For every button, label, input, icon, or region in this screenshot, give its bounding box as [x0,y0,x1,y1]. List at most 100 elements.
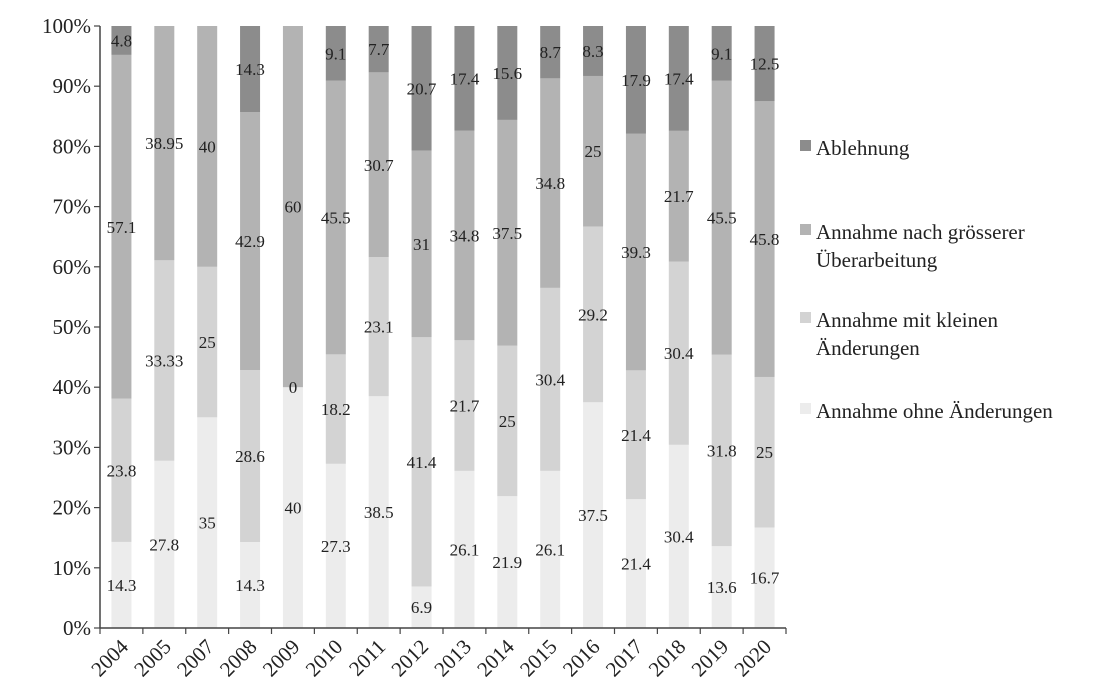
data-label-2016-s2: 25 [585,142,602,161]
data-label-2016-s1: 29.2 [578,305,608,324]
bar-segment-2015-s1 [540,287,561,471]
bar-segment-2019-s2 [711,80,732,355]
bar-segment-2018-s1 [668,261,689,445]
data-label-2017-s1: 21.4 [621,426,651,445]
bar-segment-2004-s3 [111,26,132,55]
data-label-2009-s0: 40 [284,499,301,518]
data-label-2014-s1: 25 [499,412,516,431]
data-label-2010-s2: 45.5 [321,209,351,228]
data-label-2018-s3: 17.4 [664,69,694,88]
data-label-2011-s2: 30.7 [364,156,394,175]
bar-segment-2018-s3 [668,26,689,131]
x-tick-label-2018: 2018 [644,635,691,682]
bar-segment-2008-s1 [240,370,261,542]
bar-segment-2016-s3 [583,26,604,76]
y-tick-label: 70% [53,195,92,219]
data-label-2020-s2: 45.8 [750,230,780,249]
bar-segment-2019-s3 [711,26,732,81]
legend-label: Änderungen [816,336,920,360]
legend: Ablehnung Annahme nach grösserer Überarbei… [800,136,1053,423]
data-label-2010-s0: 27.3 [321,537,351,556]
data-label-2007-s1: 25 [199,333,216,352]
data-label-2012-s0: 6.9 [411,598,432,617]
bar-segment-2016-s2 [583,75,604,227]
data-label-2011-s0: 38.5 [364,503,394,522]
y-tick-label: 10% [53,556,92,580]
y-tick-label: 60% [53,255,92,279]
bar-segment-2004-s2 [111,54,132,399]
bar-segment-2016-s0 [583,402,604,628]
bar-segment-2016-s1 [583,226,604,403]
data-label-2012-s1: 41.4 [407,453,437,472]
data-label-2012-s3: 20.7 [407,79,437,98]
bar-segment-2010-s0 [325,463,346,628]
x-tick-label-2015: 2015 [515,635,562,682]
data-label-2019-s2: 45.5 [707,209,737,228]
y-tick-label: 50% [53,315,92,339]
data-label-2016-s3: 8.3 [582,42,603,61]
bar-segment-2004-s0 [111,541,132,628]
bar-segment-2013-s1 [454,340,475,471]
legend-swatch-3 [800,403,811,414]
bar-segment-2012-s0 [411,586,432,628]
x-tick-label-2016: 2016 [558,635,605,682]
data-label-2007-s0: 35 [199,514,216,533]
data-label-2004-s2: 57.1 [107,218,137,237]
data-label-2017-s3: 17.9 [621,71,651,90]
x-tick-label-2017: 2017 [601,635,648,682]
x-tick-label-2013: 2013 [429,635,476,682]
data-label-2015-s1: 30.4 [535,370,565,389]
bar-segment-2011-s1 [368,257,389,397]
y-tick-label: 20% [53,496,92,520]
bar-segment-2011-s2 [368,72,389,258]
bar-segment-2012-s1 [411,337,432,587]
bar-segment-2015-s0 [540,470,561,628]
bar-segment-2010-s1 [325,354,346,464]
data-label-2013-s3: 17.4 [450,69,480,88]
data-label-2004-s3: 4.8 [111,31,132,50]
data-label-2015-s0: 26.1 [535,540,565,559]
data-label-2011-s3: 7.7 [368,40,390,59]
data-label-2013-s2: 34.8 [450,227,480,246]
bar-segment-2017-s0 [625,499,646,628]
x-tick-label-2019: 2019 [687,635,734,682]
data-label-2004-s0: 14.3 [107,576,137,595]
y-tick-label: 90% [53,74,92,98]
bar-segment-2004-s1 [111,398,132,542]
data-label-2016-s0: 37.5 [578,506,608,525]
bar-segment-2014-s2 [497,119,518,346]
data-label-2011-s1: 23.1 [364,318,394,337]
data-label-2013-s1: 21.7 [450,397,480,416]
data-label-2009-s1: 0 [289,378,298,397]
legend-label: Annahme mit kleinen [816,308,998,332]
bar-segment-2005-s0 [154,460,175,628]
bar-segment-2010-s3 [325,26,346,81]
bar-segment-2015-s2 [540,78,561,288]
data-label-2017-s0: 21.4 [621,555,651,574]
legend-label: Überarbeitung [816,248,938,272]
x-tick-label-2012: 2012 [386,635,433,682]
bar-segment-2017-s3 [625,26,646,134]
y-tick-label: 80% [53,134,92,158]
legend-label: Annahme ohne Änderungen [816,399,1053,423]
bar-segment-2014-s3 [497,26,518,120]
bar-segment-2007-s1 [197,266,218,418]
data-label-2014-s3: 15.6 [492,64,522,83]
bar-segment-2019-s1 [711,354,732,547]
bar-segment-2007-s0 [197,417,218,628]
bar-segment-2019-s0 [711,546,732,628]
data-label-2020-s1: 25 [756,443,773,462]
legend-swatch-1 [800,224,811,235]
data-label-2019-s3: 9.1 [711,44,732,63]
data-labels-group: 14.3 23.8 57.1 4.8 27.8 33.33 38.95 35 25 40 14.3 2… [107,31,780,617]
bar-segment-2017-s1 [625,370,646,500]
y-tick-label: 40% [53,375,92,399]
x-tick-label-2014: 2014 [472,634,519,681]
data-label-2020-s3: 12.5 [750,55,780,74]
bar-segment-2008-s3 [240,26,261,112]
legend-swatch-2 [800,312,811,323]
legend-label: Annahme nach grösserer [816,220,1025,244]
bar-segment-2005-s1 [154,260,175,461]
data-label-2007-s2: 40 [199,137,216,156]
bar-segment-2005-s2 [154,26,175,261]
